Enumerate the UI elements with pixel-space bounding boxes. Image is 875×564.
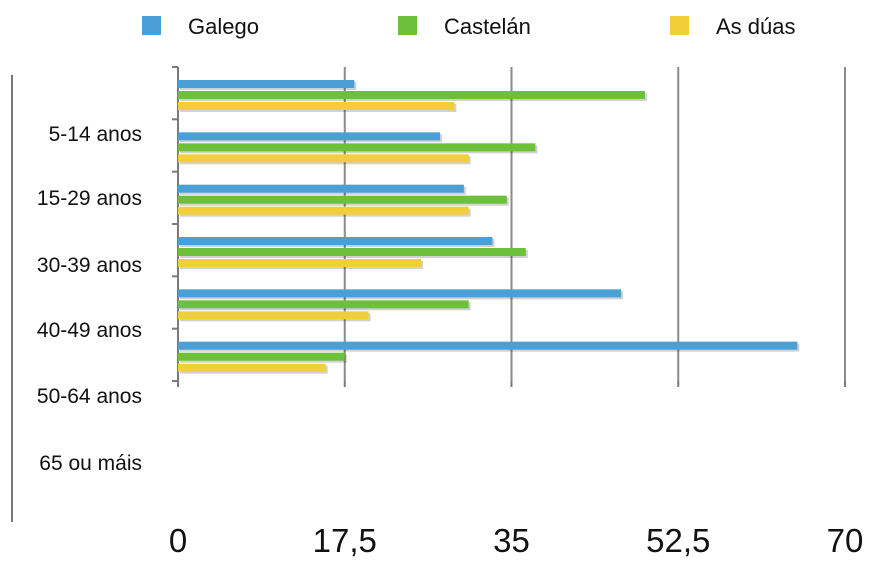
legend-swatch-1 — [398, 16, 417, 35]
bar-1-0 — [178, 132, 441, 141]
x-tick-labels: 0 17,5 35 52,5 70 — [169, 522, 864, 559]
category-label-4: 50-64 anos — [37, 385, 142, 408]
bars — [178, 80, 800, 374]
category-label-2: 30-39 anos — [37, 254, 142, 277]
bar-5-1 — [178, 352, 345, 361]
axes — [11, 66, 846, 522]
category-label-1: 15-29 anos — [37, 187, 142, 210]
x-tick-label-0: 0 — [169, 522, 187, 559]
bar-3-1 — [178, 248, 526, 256]
bar-3-2 — [178, 259, 421, 267]
x-tick-label-4: 70 — [827, 522, 864, 559]
x-tick-label-3: 52,5 — [646, 522, 710, 559]
x-tick-label-1: 17,5 — [313, 522, 377, 559]
category-labels: 5-14 anos 15-29 anos 30-39 anos 40-49 anos 5… — [37, 123, 142, 475]
bar-4-0 — [178, 289, 622, 298]
bar-1-2 — [178, 154, 469, 163]
legend-label-0: Galego — [188, 14, 259, 39]
legend: Galego Castelán As dúas — [142, 14, 796, 39]
legend-swatch-0 — [142, 16, 161, 35]
bar-0-0 — [178, 80, 355, 88]
bar-4-1 — [178, 300, 469, 309]
bar-2-2 — [178, 206, 469, 215]
bar-3-0 — [178, 237, 493, 245]
bar-1-1 — [178, 143, 536, 152]
bar-0-1 — [178, 91, 645, 99]
category-label-5: 65 ou máis — [39, 452, 142, 475]
category-label-0: 5-14 anos — [49, 123, 142, 146]
bar-2-0 — [178, 184, 464, 193]
category-label-3: 40-49 anos — [37, 319, 142, 342]
bar-5-0 — [178, 341, 798, 350]
legend-label-2: As dúas — [716, 14, 796, 39]
bar-5-2 — [178, 363, 326, 372]
legend-swatch-2 — [670, 16, 689, 35]
bar-4-2 — [178, 311, 369, 320]
x-tick-label-2: 35 — [493, 522, 530, 559]
legend-label-1: Castelán — [444, 14, 531, 39]
bar-0-2 — [178, 102, 455, 110]
gridlines — [343, 67, 846, 381]
bar-2-1 — [178, 195, 507, 204]
